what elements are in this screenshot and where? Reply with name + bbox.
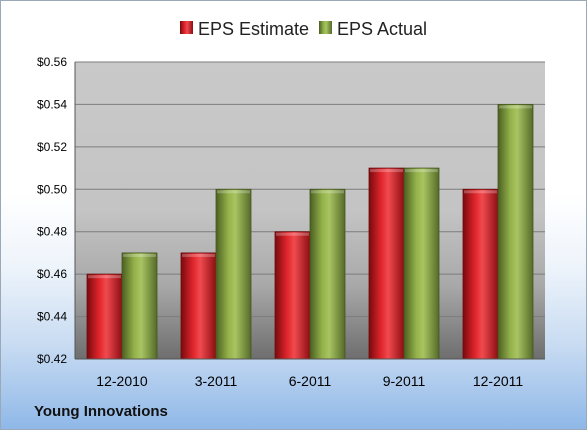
bar-eps-actual xyxy=(309,188,346,360)
bar-eps-actual xyxy=(121,252,158,360)
company-name: Young Innovations xyxy=(34,403,168,420)
bar-eps-estimate xyxy=(462,188,499,360)
y-tick-label: $0.42 xyxy=(37,352,67,366)
bar-eps-estimate xyxy=(368,167,405,360)
bar-eps-actual xyxy=(403,167,440,360)
y-tick-label: $0.44 xyxy=(37,310,67,324)
bar-eps-estimate xyxy=(86,273,123,360)
y-tick-label: $0.56 xyxy=(37,55,67,69)
bars xyxy=(86,104,534,360)
y-tick-label: $0.54 xyxy=(37,97,67,111)
bar-eps-estimate-highlight xyxy=(464,190,497,194)
x-tick-label: 3-2011 xyxy=(195,373,238,389)
legend-swatch-estimate xyxy=(180,21,193,34)
bar-eps-actual xyxy=(497,104,534,360)
legend-label-estimate: EPS Estimate xyxy=(198,19,309,39)
y-tick-label: $0.46 xyxy=(37,267,67,281)
bar-eps-actual-highlight xyxy=(405,169,438,173)
x-tick-label: 12-2011 xyxy=(473,373,524,389)
legend-swatch-actual xyxy=(319,21,332,34)
y-tick-label: $0.48 xyxy=(37,225,67,239)
x-tick-label: 6-2011 xyxy=(289,373,332,389)
bar-eps-actual-highlight xyxy=(123,253,156,257)
bar-eps-estimate-highlight xyxy=(370,169,403,173)
bar-eps-estimate-highlight xyxy=(88,275,121,279)
bar-eps-estimate xyxy=(180,252,217,360)
bar-eps-estimate-highlight xyxy=(182,253,215,257)
bar-eps-estimate xyxy=(274,231,311,360)
bar-eps-actual-highlight xyxy=(311,190,344,194)
bar-eps-actual xyxy=(215,188,252,360)
y-tick-label: $0.50 xyxy=(37,182,67,196)
bar-eps-actual-highlight xyxy=(499,105,532,109)
legend: EPS Estimate EPS Actual xyxy=(180,19,427,39)
x-tick-label: 9-2011 xyxy=(383,373,426,389)
y-tick-label: $0.52 xyxy=(37,140,67,154)
bar-eps-estimate-highlight xyxy=(276,232,309,236)
x-tick-label: 12-2010 xyxy=(96,373,148,389)
legend-label-actual: EPS Actual xyxy=(337,19,427,39)
bar-eps-actual-highlight xyxy=(217,190,250,194)
axes: $0.42 $0.44 $0.46 $0.48 $0.50 $0.52 $0.54 $0.56… xyxy=(37,55,545,389)
